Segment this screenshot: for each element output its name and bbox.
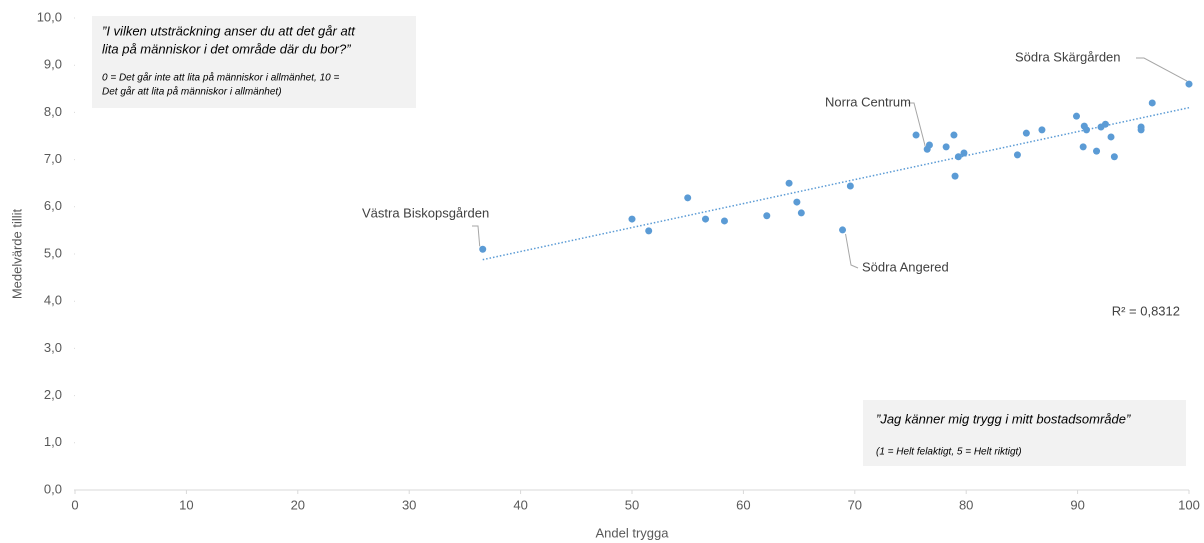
x-tick-label: 80 xyxy=(959,497,973,512)
box-question: ”Jag känner mig trygg i mitt bostadsområ… xyxy=(876,411,1131,426)
x-tick-label: 40 xyxy=(513,497,527,512)
x-tick-label: 70 xyxy=(848,497,862,512)
x-tick-label: 90 xyxy=(1070,497,1084,512)
point xyxy=(785,179,793,187)
x-tick-label: 50 xyxy=(625,497,639,512)
point xyxy=(1101,120,1109,128)
y-tick-label: 1,0 xyxy=(44,434,62,449)
y-tick-label: 6,0 xyxy=(44,198,62,213)
point xyxy=(763,212,771,220)
y-tick-label: 5,0 xyxy=(44,245,62,260)
leader-line xyxy=(472,225,481,247)
x-tick-label: 30 xyxy=(402,497,416,512)
point xyxy=(1107,133,1115,141)
y-axis-title: Medelvärde tillit xyxy=(9,208,24,299)
point xyxy=(479,245,487,253)
box-question: lita på människor i det område där du bo… xyxy=(102,41,351,56)
y-tick-label: 10,0 xyxy=(37,9,62,24)
y-tick-label: 2,0 xyxy=(44,387,62,402)
y-tick-label: 9,0 xyxy=(44,57,62,72)
point xyxy=(1022,129,1030,137)
point xyxy=(702,215,710,223)
point xyxy=(839,226,847,234)
leader-line xyxy=(845,233,859,269)
note-box xyxy=(92,16,416,108)
x-tick-label: 20 xyxy=(291,497,305,512)
point xyxy=(1093,147,1101,155)
point xyxy=(950,131,958,139)
point xyxy=(942,143,950,151)
y-tick-label: 4,0 xyxy=(44,293,62,308)
x-tick-label: 0 xyxy=(71,497,78,512)
point xyxy=(628,215,636,223)
box-question: ”I vilken utsträckning anser du att det … xyxy=(102,23,356,38)
leader-line xyxy=(1136,57,1188,82)
box-scale: (1 = Helt felaktigt, 5 = Helt riktigt) xyxy=(876,447,1022,458)
point-label: Västra Biskopsgården xyxy=(362,205,489,220)
point xyxy=(846,182,854,190)
point xyxy=(1185,80,1193,88)
y-tick-label: 7,0 xyxy=(44,151,62,166)
point xyxy=(1038,126,1046,134)
point xyxy=(720,217,728,225)
point-label: Norra Centrum xyxy=(825,94,911,109)
box-scale: Det går att lita på människor i allmänhe… xyxy=(102,86,282,98)
point-label: Södra Skärgården xyxy=(1015,49,1121,64)
point xyxy=(1083,126,1091,134)
box-scale: 0 = Det går inte att lita på människor i… xyxy=(102,72,340,84)
y-tick-label: 3,0 xyxy=(44,340,62,355)
point xyxy=(1148,99,1156,107)
trendline xyxy=(482,106,1190,261)
point xyxy=(684,194,692,202)
y-tick-label: 0,0 xyxy=(44,481,62,496)
x-tick-label: 10 xyxy=(179,497,193,512)
x-axis-title: Andel trygga xyxy=(596,525,670,540)
leader-line xyxy=(908,102,926,147)
point xyxy=(1072,112,1080,120)
r-squared: R² = 0,8312 xyxy=(1112,303,1180,318)
y-tick-label: 8,0 xyxy=(44,104,62,119)
x-tick-label: 60 xyxy=(736,497,750,512)
point xyxy=(645,227,653,235)
point xyxy=(1110,153,1118,161)
point xyxy=(793,198,801,206)
point xyxy=(797,209,805,217)
point xyxy=(912,131,920,139)
point xyxy=(951,172,959,180)
point xyxy=(954,153,962,161)
point xyxy=(925,141,933,149)
point xyxy=(1137,126,1145,134)
point-label: Södra Angered xyxy=(862,259,949,274)
point xyxy=(1079,143,1087,151)
point xyxy=(960,149,968,157)
point xyxy=(1013,151,1021,159)
note-box xyxy=(863,400,1186,466)
x-tick-label: 100 xyxy=(1178,497,1200,512)
